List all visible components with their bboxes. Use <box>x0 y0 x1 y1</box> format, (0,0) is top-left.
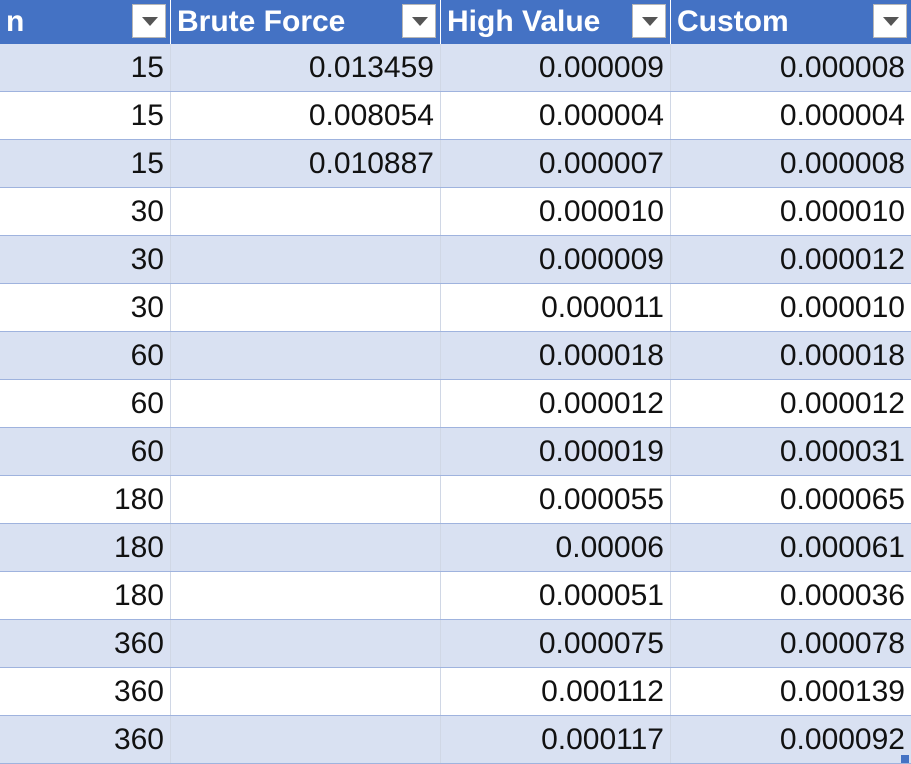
cell-n[interactable]: 180 <box>0 476 171 523</box>
cell-n[interactable]: 180 <box>0 572 171 619</box>
table-row: 60 0.000019 0.000031 <box>0 428 911 476</box>
cell-high-value[interactable]: 0.000007 <box>441 140 671 187</box>
header-label-brute-force: Brute Force <box>177 5 346 38</box>
cell-n[interactable]: 60 <box>0 428 171 475</box>
chevron-down-icon <box>642 17 658 26</box>
header-cell-brute-force[interactable]: Brute Force <box>171 0 441 44</box>
table-row: 360 0.000075 0.000078 <box>0 620 911 668</box>
cell-brute-force[interactable] <box>171 572 441 619</box>
cell-custom[interactable]: 0.000092 <box>779 723 905 756</box>
resize-handle-icon[interactable] <box>901 755 909 763</box>
table-row: 180 0.000055 0.000065 <box>0 476 911 524</box>
cell-custom[interactable]: 0.000012 <box>779 243 905 276</box>
table-row: 60 0.000012 0.000012 <box>0 380 911 428</box>
cell-n[interactable]: 360 <box>0 668 171 715</box>
cell-high-value[interactable]: 0.000055 <box>441 476 671 523</box>
cell-custom[interactable]: 0.000012 <box>779 387 905 420</box>
cell-custom[interactable]: 0.000036 <box>779 579 905 612</box>
cell-custom[interactable]: 0.000139 <box>779 675 905 708</box>
cell-high-value[interactable]: 0.000112 <box>441 668 671 715</box>
header-cell-high-value[interactable]: High Value <box>441 0 671 44</box>
cell-brute-force[interactable]: 0.008054 <box>171 92 441 139</box>
cell-custom[interactable]: 0.000031 <box>779 435 905 468</box>
header-cell-custom[interactable]: Custom <box>671 0 911 44</box>
table-row: 15 0.010887 0.000007 0.000008 <box>0 140 911 188</box>
cell-n[interactable]: 15 <box>0 92 171 139</box>
table-row: 180 0.00006 0.000061 <box>0 524 911 572</box>
cell-custom[interactable]: 0.000010 <box>779 291 905 324</box>
chevron-down-icon <box>883 17 899 26</box>
cell-high-value[interactable]: 0.000009 <box>441 236 671 283</box>
cell-n[interactable]: 360 <box>0 620 171 667</box>
table-row: 30 0.000009 0.000012 <box>0 236 911 284</box>
table-row: 15 0.013459 0.000009 0.000008 <box>0 44 911 92</box>
cell-brute-force[interactable]: 0.013459 <box>171 44 441 91</box>
chevron-down-icon <box>142 17 158 26</box>
cell-brute-force[interactable]: 0.010887 <box>171 140 441 187</box>
cell-custom[interactable]: 0.000018 <box>779 339 905 372</box>
cell-n[interactable]: 15 <box>0 140 171 187</box>
cell-brute-force[interactable] <box>171 332 441 379</box>
cell-high-value[interactable]: 0.00006 <box>441 524 671 571</box>
cell-custom[interactable]: 0.000065 <box>779 483 905 516</box>
cell-brute-force[interactable] <box>171 428 441 475</box>
cell-brute-force[interactable] <box>171 188 441 235</box>
table-row: 60 0.000018 0.000018 <box>0 332 911 380</box>
cell-n[interactable]: 30 <box>0 236 171 283</box>
cell-n[interactable]: 360 <box>0 716 171 763</box>
table-row: 30 0.000010 0.000010 <box>0 188 911 236</box>
cell-custom[interactable]: 0.000004 <box>779 99 905 132</box>
cell-high-value[interactable]: 0.000075 <box>441 620 671 667</box>
header-label-custom: Custom <box>677 5 789 38</box>
cell-high-value[interactable]: 0.000012 <box>441 380 671 427</box>
cell-custom[interactable]: 0.000008 <box>779 51 905 84</box>
cell-n[interactable]: 180 <box>0 524 171 571</box>
table-row: 15 0.008054 0.000004 0.000004 <box>0 92 911 140</box>
cell-high-value[interactable]: 0.000009 <box>441 44 671 91</box>
cell-n[interactable]: 60 <box>0 332 171 379</box>
cell-n[interactable]: 30 <box>0 188 171 235</box>
cell-n[interactable]: 60 <box>0 380 171 427</box>
header-row: n Brute Force High Value Custom <box>0 0 911 44</box>
cell-brute-force[interactable] <box>171 236 441 283</box>
filter-button-n[interactable] <box>132 4 166 38</box>
cell-brute-force[interactable] <box>171 380 441 427</box>
header-label-high-value: High Value <box>447 5 601 38</box>
cell-custom[interactable]: 0.000078 <box>779 627 905 660</box>
cell-high-value[interactable]: 0.000004 <box>441 92 671 139</box>
filter-button-high-value[interactable] <box>632 4 666 38</box>
cell-high-value[interactable]: 0.000011 <box>441 284 671 331</box>
cell-high-value[interactable]: 0.000051 <box>441 572 671 619</box>
table-row: 360 0.000112 0.000139 <box>0 668 911 716</box>
cell-high-value[interactable]: 0.000117 <box>441 716 671 763</box>
filter-button-custom[interactable] <box>873 4 907 38</box>
header-label-n: n <box>6 5 25 38</box>
cell-custom[interactable]: 0.000010 <box>779 195 905 228</box>
table-row: 360 0.000117 0.000092 <box>0 716 911 764</box>
cell-brute-force[interactable] <box>171 524 441 571</box>
cell-brute-force[interactable] <box>171 668 441 715</box>
table-row: 30 0.000011 0.000010 <box>0 284 911 332</box>
cell-brute-force[interactable] <box>171 476 441 523</box>
cell-n[interactable]: 15 <box>0 44 171 91</box>
cell-custom[interactable]: 0.000061 <box>779 531 905 564</box>
cell-high-value[interactable]: 0.000010 <box>441 188 671 235</box>
filter-button-brute-force[interactable] <box>402 4 436 38</box>
cell-high-value[interactable]: 0.000018 <box>441 332 671 379</box>
cell-high-value[interactable]: 0.000019 <box>441 428 671 475</box>
table-row: 180 0.000051 0.000036 <box>0 572 911 620</box>
header-cell-n[interactable]: n <box>0 0 171 44</box>
cell-n[interactable]: 30 <box>0 284 171 331</box>
cell-brute-force[interactable] <box>171 284 441 331</box>
cell-custom[interactable]: 0.000008 <box>779 147 905 180</box>
chevron-down-icon <box>412 17 428 26</box>
cell-brute-force[interactable] <box>171 716 441 763</box>
cell-brute-force[interactable] <box>171 620 441 667</box>
